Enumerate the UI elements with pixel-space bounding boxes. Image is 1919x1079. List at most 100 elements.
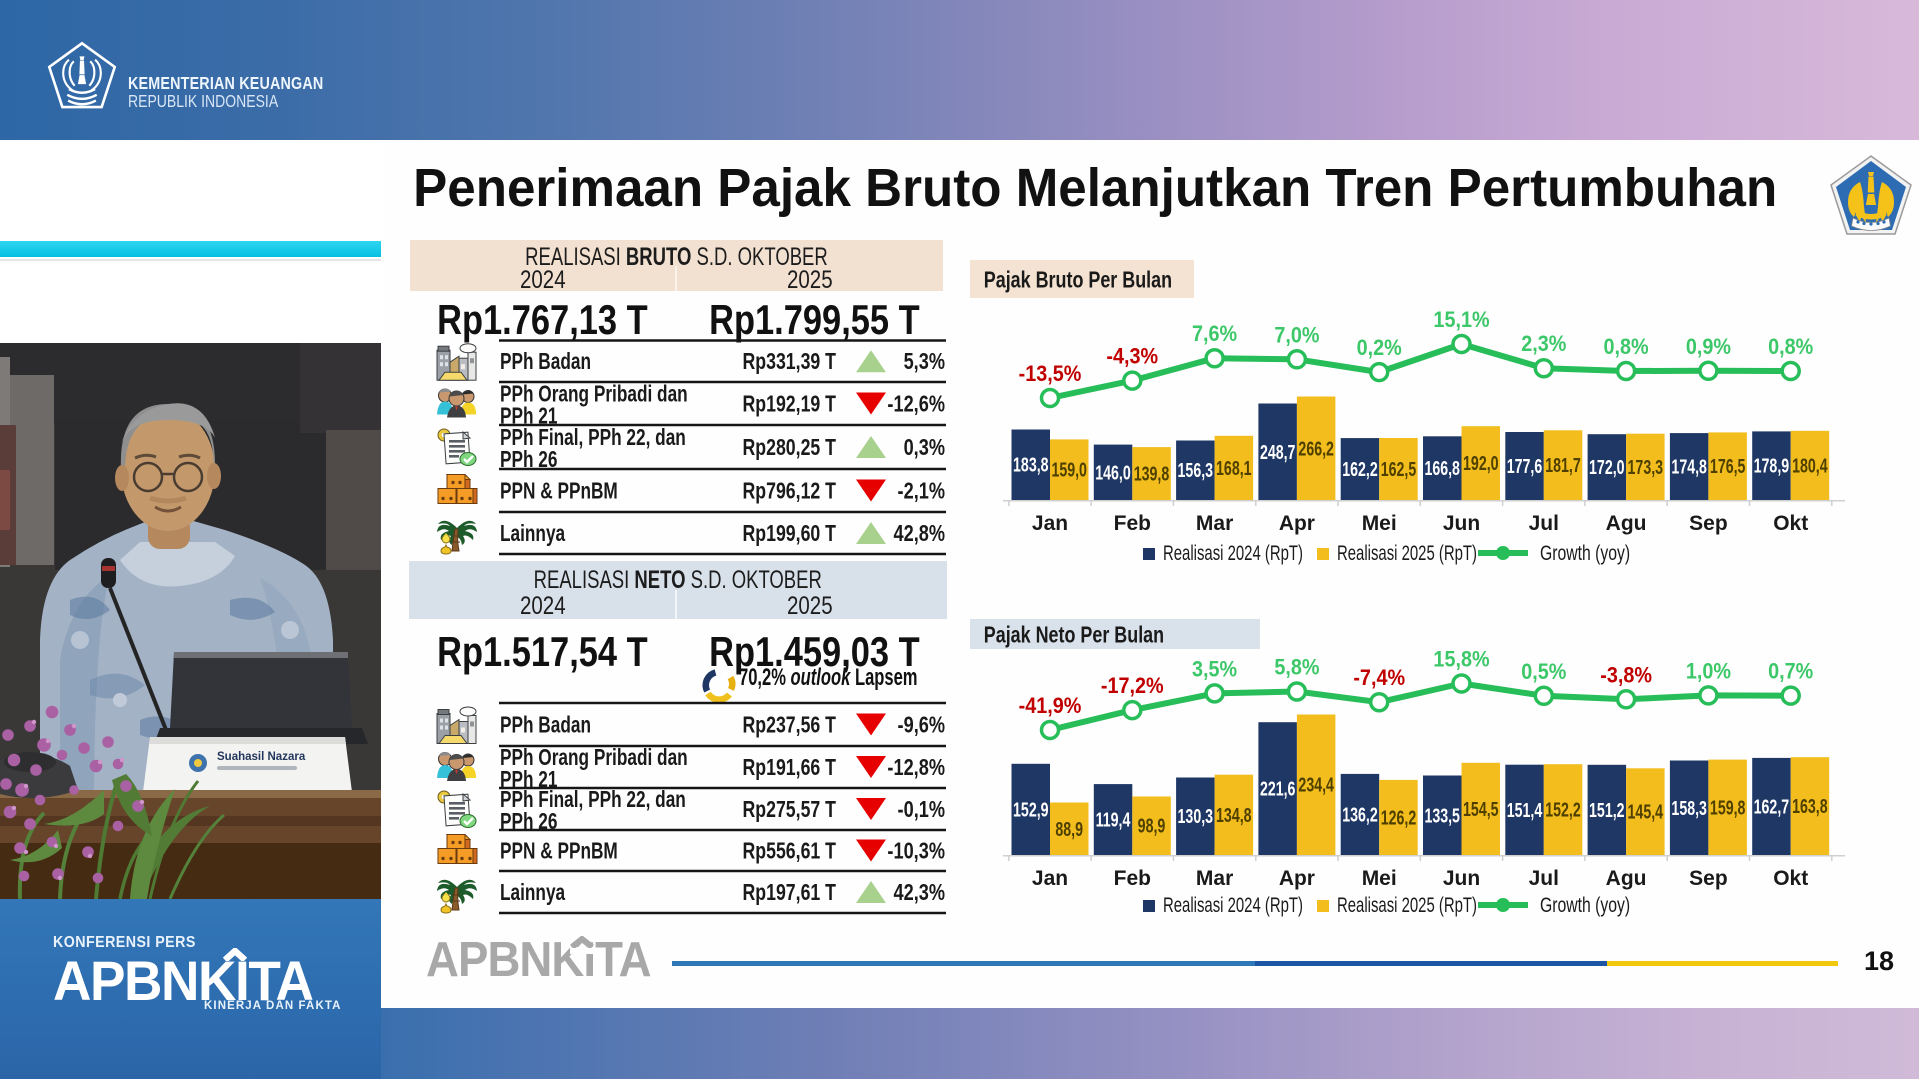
svg-text:183,8: 183,8 — [1013, 453, 1049, 476]
svg-text:-9,6%: -9,6% — [898, 713, 945, 739]
svg-text:PPh Orang Pribadi dan: PPh Orang Pribadi dan — [500, 382, 688, 407]
svg-text:Mar: Mar — [1196, 512, 1233, 535]
svg-text:PPh Badan: PPh Badan — [500, 713, 591, 738]
svg-text:3,5%: 3,5% — [1192, 657, 1237, 681]
svg-text:42,3%: 42,3% — [893, 880, 945, 906]
svg-text:0,8%: 0,8% — [1604, 335, 1649, 359]
svg-text:15,8%: 15,8% — [1433, 647, 1489, 671]
svg-text:Rp275,57 T: Rp275,57 T — [743, 797, 837, 823]
svg-text:0,2%: 0,2% — [1357, 336, 1402, 360]
svg-text:Apr: Apr — [1279, 867, 1315, 890]
svg-text:Lainnya: Lainnya — [500, 522, 566, 547]
svg-text:192,0: 192,0 — [1463, 452, 1499, 475]
svg-text:145,4: 145,4 — [1628, 800, 1664, 823]
svg-text:-17,2%: -17,2% — [1101, 674, 1164, 698]
svg-text:7,0%: 7,0% — [1274, 323, 1319, 347]
svg-text:Jan: Jan — [1032, 867, 1068, 890]
svg-text:156,3: 156,3 — [1178, 459, 1214, 482]
svg-text:Jul: Jul — [1529, 867, 1559, 890]
svg-text:42,8%: 42,8% — [893, 521, 945, 547]
svg-text:7,6%: 7,6% — [1192, 322, 1237, 346]
svg-text:Rp237,56 T: Rp237,56 T — [743, 712, 837, 738]
svg-text:Agu: Agu — [1606, 867, 1647, 890]
svg-text:-13,5%: -13,5% — [1019, 362, 1082, 386]
svg-text:0,8%: 0,8% — [1768, 335, 1813, 359]
svg-text:PPh 26: PPh 26 — [500, 810, 557, 835]
svg-text:-41,9%: -41,9% — [1019, 694, 1082, 718]
svg-text:248,7: 248,7 — [1260, 440, 1296, 463]
svg-text:Suahasil Nazara: Suahasil Nazara — [217, 751, 306, 763]
svg-text:146,0: 146,0 — [1095, 461, 1131, 484]
svg-text:Rp199,60 T: Rp199,60 T — [743, 521, 837, 547]
svg-text:PPh Badan: PPh Badan — [500, 350, 591, 375]
svg-text:168,1: 168,1 — [1216, 456, 1252, 479]
svg-text:139,8: 139,8 — [1134, 462, 1170, 485]
svg-text:Mar: Mar — [1196, 867, 1233, 890]
svg-text:Rp331,39 T: Rp331,39 T — [743, 349, 837, 375]
svg-text:Okt: Okt — [1773, 512, 1808, 535]
svg-text:Rp191,66 T: Rp191,66 T — [743, 755, 837, 781]
svg-text:-3,8%: -3,8% — [1600, 663, 1652, 687]
svg-text:Mei: Mei — [1362, 867, 1397, 890]
svg-text:0,5%: 0,5% — [1521, 660, 1566, 684]
svg-text:119,4: 119,4 — [1096, 808, 1131, 831]
svg-text:PPh Final, PPh 22, dan: PPh Final, PPh 22, dan — [500, 426, 686, 451]
svg-text:Realisasi 2024 (RpT): Realisasi 2024 (RpT) — [1163, 894, 1303, 917]
svg-text:PPh 21: PPh 21 — [500, 768, 557, 793]
svg-text:98,9: 98,9 — [1138, 814, 1166, 837]
svg-text:Realisasi 2025 (RpT): Realisasi 2025 (RpT) — [1337, 542, 1477, 565]
svg-text:Jul: Jul — [1529, 512, 1559, 535]
svg-text:Rp796,12 T: Rp796,12 T — [743, 478, 837, 504]
svg-text:151,2: 151,2 — [1589, 798, 1625, 821]
svg-text:176,5: 176,5 — [1710, 455, 1746, 478]
svg-text:Sep: Sep — [1689, 512, 1728, 535]
svg-text:PPh Orang Pribadi dan: PPh Orang Pribadi dan — [500, 746, 688, 771]
svg-text:Agu: Agu — [1606, 512, 1647, 535]
svg-text:PPN & PPnBM: PPN & PPnBM — [500, 479, 618, 504]
svg-text:154,5: 154,5 — [1463, 797, 1499, 820]
svg-text:Jun: Jun — [1443, 867, 1480, 890]
svg-text:15,1%: 15,1% — [1433, 308, 1489, 332]
svg-text:Feb: Feb — [1114, 512, 1151, 535]
svg-text:Apr: Apr — [1279, 512, 1315, 535]
svg-text:174,8: 174,8 — [1671, 455, 1707, 478]
svg-text:Jun: Jun — [1443, 512, 1480, 535]
svg-text:234,4: 234,4 — [1298, 773, 1334, 796]
svg-text:152,2: 152,2 — [1545, 798, 1581, 821]
svg-text:133,5: 133,5 — [1424, 804, 1460, 827]
svg-text:0,9%: 0,9% — [1686, 335, 1731, 359]
svg-text:162,2: 162,2 — [1342, 458, 1378, 481]
svg-text:1,0%: 1,0% — [1686, 659, 1731, 683]
svg-text:Sep: Sep — [1689, 867, 1728, 890]
svg-text:172,0: 172,0 — [1589, 456, 1625, 479]
svg-text:Rp192,19 T: Rp192,19 T — [743, 391, 837, 417]
svg-text:0,3%: 0,3% — [904, 435, 945, 461]
svg-text:Lainnya: Lainnya — [500, 881, 566, 906]
svg-text:Realisasi 2025 (RpT): Realisasi 2025 (RpT) — [1337, 894, 1477, 917]
svg-text:-7,4%: -7,4% — [1353, 666, 1405, 690]
svg-text:159,8: 159,8 — [1710, 796, 1746, 819]
svg-text:181,7: 181,7 — [1545, 454, 1581, 477]
svg-text:266,2: 266,2 — [1298, 437, 1334, 460]
svg-text:158,3: 158,3 — [1671, 796, 1707, 819]
svg-text:PPh Final, PPh 22, dan: PPh Final, PPh 22, dan — [500, 788, 686, 813]
svg-text:166,8: 166,8 — [1424, 457, 1460, 480]
svg-text:136,2: 136,2 — [1342, 803, 1378, 826]
svg-text:Feb: Feb — [1114, 867, 1151, 890]
svg-text:PPh 26: PPh 26 — [500, 448, 557, 473]
svg-text:-4,3%: -4,3% — [1106, 344, 1158, 368]
svg-text:Realisasi 2024 (RpT): Realisasi 2024 (RpT) — [1163, 542, 1303, 565]
svg-text:2,3%: 2,3% — [1521, 332, 1566, 356]
svg-text:Rp556,61 T: Rp556,61 T — [743, 838, 837, 864]
svg-text:-0,1%: -0,1% — [898, 797, 945, 823]
svg-text:221,6: 221,6 — [1260, 777, 1296, 800]
svg-text:Rp197,61 T: Rp197,61 T — [743, 880, 837, 906]
svg-text:130,3: 130,3 — [1178, 805, 1214, 828]
svg-text:88,9: 88,9 — [1055, 817, 1083, 840]
svg-text:PPN & PPnBM: PPN & PPnBM — [500, 839, 618, 864]
svg-text:5,8%: 5,8% — [1274, 655, 1319, 679]
svg-text:180,4: 180,4 — [1792, 454, 1828, 477]
svg-text:-12,6%: -12,6% — [887, 392, 945, 418]
svg-text:Growth (yoy): Growth (yoy) — [1540, 541, 1630, 565]
svg-text:Okt: Okt — [1773, 867, 1808, 890]
